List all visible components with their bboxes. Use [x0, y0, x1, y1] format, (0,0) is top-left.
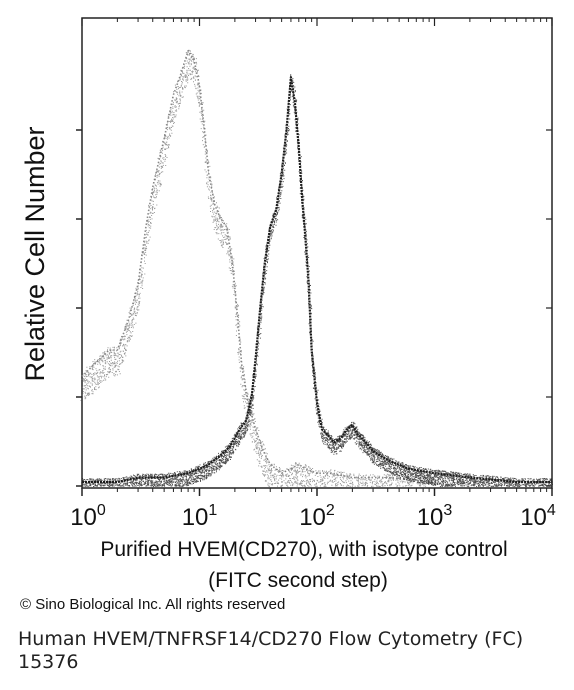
flow-cytometry-histogram: 100 101 102 103 104 Relative Cell Number Pur… [20, 17, 556, 592]
x-axis-label-line1: Purified HVEM(CD270), with isotype contr… [100, 538, 507, 561]
plot-frame [81, 17, 553, 489]
histogram-outline-2 [82, 76, 552, 484]
plot-series [80, 49, 554, 488]
y-axis-ticks [76, 129, 552, 487]
x-tick-label: 102 [299, 502, 335, 531]
histogram-series-1 [80, 49, 436, 487]
x-tick-label: 103 [417, 502, 453, 531]
histogram-series-2 [81, 74, 554, 488]
figure-caption: Human HVEM/TNFRSF14/CD270 Flow Cytometry… [18, 628, 523, 674]
histogram-outline-1 [81, 50, 435, 483]
x-axis-ticks: 100 101 102 103 104 [70, 18, 556, 531]
histogram-stipple-1 [80, 49, 436, 487]
y-axis-label: Relative Cell Number [20, 126, 50, 381]
x-axis-label-line2: (FITC second step) [208, 569, 388, 592]
caption-catalog-number: 15376 [18, 651, 79, 673]
x-tick-label: 100 [70, 502, 106, 531]
histogram-stipple-2 [81, 74, 554, 488]
x-tick-label: 101 [182, 502, 218, 531]
caption-title: Human HVEM/TNFRSF14/CD270 Flow Cytometry… [18, 628, 524, 650]
copyright-notice: © Sino Biological Inc. All rights reserv… [20, 596, 286, 613]
x-tick-label: 104 [520, 502, 556, 531]
